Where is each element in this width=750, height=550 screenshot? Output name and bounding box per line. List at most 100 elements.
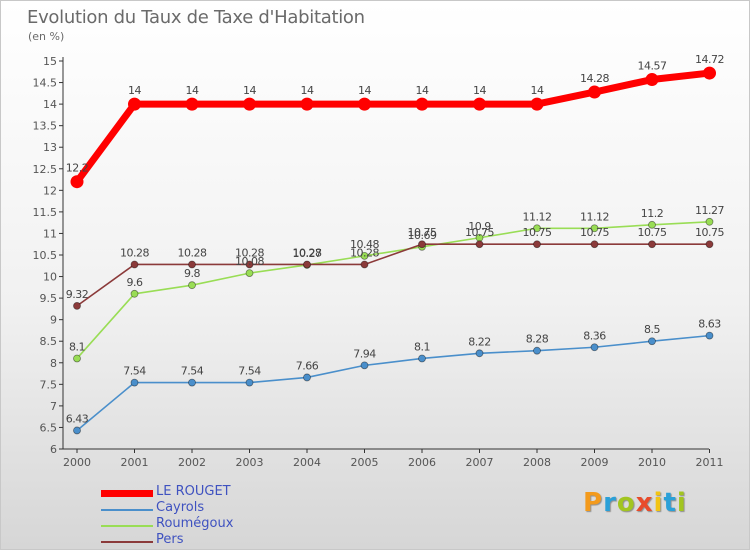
data-point: [188, 281, 196, 290]
data-label: 10.28: [235, 246, 264, 259]
y-tick-label: 12.5: [33, 163, 58, 176]
data-label: 8.1: [414, 340, 430, 353]
data-label: 14.72: [695, 53, 724, 66]
data-label: 10.75: [523, 226, 552, 239]
data-label: 6.43: [66, 412, 89, 425]
logo-letter: i: [676, 488, 687, 518]
data-label: 7.54: [238, 365, 261, 378]
data-label: 14: [531, 84, 544, 97]
data-point: [648, 337, 656, 346]
data-point: [73, 426, 81, 435]
data-label: 8.1: [69, 340, 85, 353]
data-label: 10.75: [580, 226, 609, 239]
proxiti-logo: Proxiti: [583, 488, 687, 518]
data-point: [130, 260, 139, 269]
data-point: [475, 240, 484, 249]
x-tick-label: 2009: [581, 456, 609, 469]
data-label: 10.28: [293, 246, 322, 259]
data-point: [705, 217, 714, 226]
data-point: [130, 289, 139, 298]
data-point: [303, 373, 311, 382]
y-tick-label: 13.5: [33, 120, 58, 133]
data-label: 7.66: [296, 359, 319, 372]
data-label: 10.75: [695, 226, 724, 239]
data-point: [645, 73, 659, 87]
x-tick-label: 2004: [293, 456, 321, 469]
data-label: 14: [473, 84, 486, 97]
series-line-3: [76, 243, 711, 307]
data-point: [360, 361, 369, 370]
logo-letter: o: [616, 488, 636, 518]
y-tick-label: 13: [43, 141, 57, 154]
data-label: 14: [243, 84, 256, 97]
data-label: 10.48: [350, 238, 379, 251]
data-label: 8.36: [583, 329, 606, 342]
data-point: [418, 240, 426, 249]
y-tick-label: 12: [43, 184, 57, 197]
y-tick-label: 9: [50, 314, 57, 327]
data-point: [590, 343, 599, 352]
data-label: 10.28: [350, 246, 379, 259]
data-label: 8.63: [698, 318, 721, 331]
x-tick-label: 2005: [351, 456, 379, 469]
x-tick-label: 2002: [178, 456, 206, 469]
data-point: [303, 260, 311, 269]
data-label: 11.12: [580, 210, 609, 223]
data-point: [360, 260, 369, 269]
x-tick-label: 2010: [638, 456, 666, 469]
logo-letter: r: [603, 488, 617, 518]
y-tick-label: 11.5: [33, 206, 58, 219]
data-label: 10.75: [638, 226, 667, 239]
data-point: [360, 251, 369, 260]
y-tick-label: 10.5: [33, 249, 58, 262]
y-tick-label: 14.5: [33, 77, 58, 90]
data-label: 10.28: [120, 246, 149, 259]
y-tick-label: 11: [43, 227, 57, 240]
legend-label: Cayrols: [156, 500, 205, 515]
x-tick-label: 2008: [523, 456, 551, 469]
data-point: [358, 97, 371, 111]
data-point: [588, 85, 601, 99]
data-point: [473, 97, 486, 111]
data-label: 14.57: [638, 60, 667, 73]
x-tick-label: 2000: [63, 456, 91, 469]
data-point: [590, 240, 599, 249]
data-point: [418, 354, 426, 363]
legend-label: Roumégoux: [156, 516, 234, 531]
legend-swatch: [101, 509, 153, 511]
data-label: 7.54: [181, 365, 204, 378]
data-point: [188, 260, 196, 269]
data-point: [648, 240, 656, 249]
data-point: [533, 346, 541, 355]
data-label: 7.54: [123, 365, 146, 378]
data-point: [705, 240, 714, 249]
data-label: 14: [186, 84, 199, 97]
data-label: 14: [416, 84, 429, 97]
x-tick-label: 2006: [408, 456, 436, 469]
data-point: [70, 175, 84, 189]
data-label: 9.6: [127, 276, 143, 289]
series-line-2: [76, 221, 711, 360]
x-tick-label: 2007: [466, 456, 494, 469]
data-label: 11.27: [695, 204, 724, 217]
data-point: [533, 224, 541, 233]
data-point: [130, 378, 139, 387]
data-point: [245, 269, 254, 278]
data-label: 11.12: [523, 210, 552, 223]
data-label: 10.08: [235, 255, 264, 268]
data-label: 8.22: [468, 335, 491, 348]
data-label: 10.75: [408, 226, 437, 239]
legend-swatch: [101, 541, 153, 543]
y-tick-label: 7.5: [40, 378, 58, 391]
data-label: 7.94: [353, 347, 376, 360]
logo-letter: t: [663, 488, 677, 518]
data-label: 14: [128, 84, 141, 97]
y-tick-label: 15: [43, 55, 57, 68]
data-point: [648, 220, 656, 229]
data-label: 8.28: [526, 333, 549, 346]
data-point: [590, 224, 599, 233]
logo-letter: x: [635, 488, 654, 518]
data-point: [533, 240, 541, 249]
data-label: 14: [301, 84, 314, 97]
